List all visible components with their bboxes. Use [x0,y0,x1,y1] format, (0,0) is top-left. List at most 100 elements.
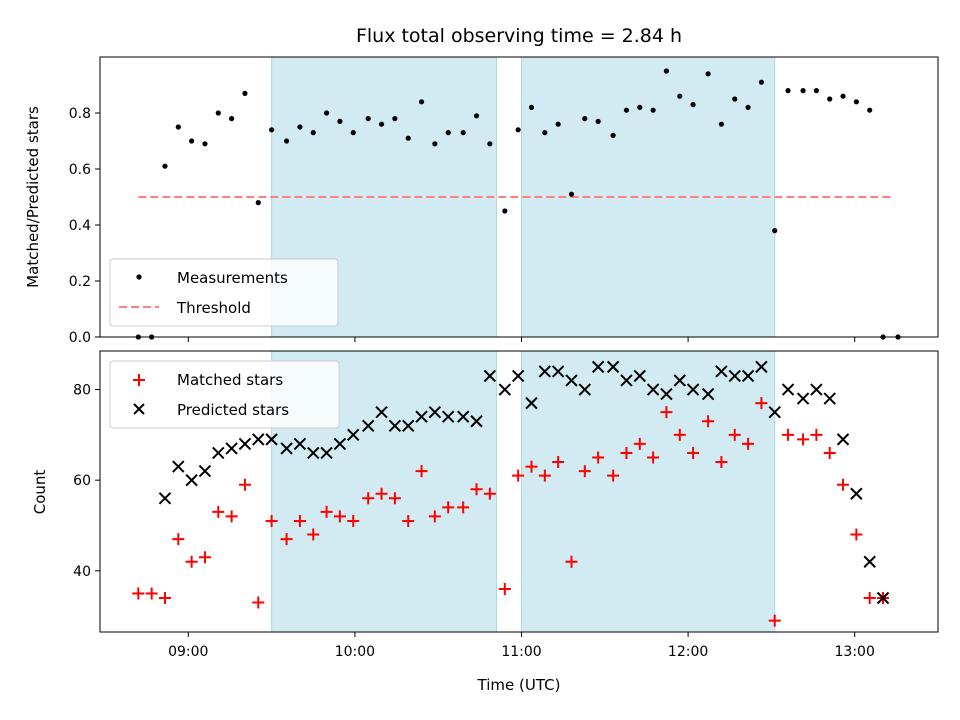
predicted-star-point [606,360,620,374]
top-panel: 0.00.20.40.60.8 Matched/Predicted stars … [24,56,939,346]
measurement-point [460,130,466,136]
predicted-star-point [172,460,185,473]
measurement-point [542,130,548,136]
predicted-star-point [591,360,605,374]
measurement-point [772,228,778,234]
matched-star-point [578,465,591,478]
matched-star-point [307,528,320,541]
matched-star-point [265,514,278,527]
predicted-star-point [333,437,347,451]
measurement-point [487,141,493,147]
predicted-star-point [538,365,552,378]
measurement-point [378,121,385,127]
top-axes-frame [99,56,939,338]
legend-matched-label: Matched stars [177,371,283,389]
bottom-legend: Matched stars Predicted stars [109,360,340,429]
measurement-point [215,110,221,116]
predicted-star-point [158,492,172,505]
legend-matched-marker [133,374,145,386]
x-tick-label: 12:00 [668,644,708,660]
measurement-point [432,141,438,147]
matched-star-point [607,469,620,482]
predicted-star-point [212,446,225,460]
measurement-point [350,130,356,136]
matched-star-point [498,582,511,595]
matched-star-point [755,397,768,410]
top-y-ticks: 0.0 0.2 0.4 0.6 0.8 [69,106,100,346]
matched-star-point [185,555,198,568]
matched-star-point [470,483,483,496]
count-points [132,360,890,627]
top-y-axis-label: Matched/Predicted stars [24,106,42,288]
measurement-point [283,138,290,144]
measurement-point [840,93,846,99]
measurement-point [418,99,425,105]
matched-star-point [238,478,251,491]
measurement-point [690,102,696,108]
predicted-star-point [456,410,470,423]
bottom-spans [271,350,776,633]
matched-star-point [633,437,646,450]
measurement-point [745,104,751,110]
predicted-star-point [225,442,238,455]
measurement-point [677,93,683,99]
matched-star-point [293,514,306,527]
measurement-point [853,99,859,105]
predicted-star-point [238,437,252,451]
predicted-star-point [646,383,660,396]
predicted-star-point [728,369,741,383]
measurement-point [637,104,643,110]
matched-star-point [457,501,470,514]
predicted-star-point [252,433,265,446]
matched-star-point [850,528,863,541]
measurement-point [502,208,508,214]
matched-star-point [512,469,525,482]
measurement-point [732,96,738,102]
predicted-star-point [375,405,388,419]
matched-star-point [702,415,715,428]
matched-star-point [132,587,145,600]
y-tick-label: 40 [73,564,91,580]
predicted-star-point [320,446,333,460]
matched-star-point [158,592,171,605]
bottom-legend-box [109,360,340,429]
x-tick-label: 09:00 [168,644,208,660]
matched-star-point [687,446,700,459]
matched-star-point [320,505,333,518]
matched-star-point [375,487,388,500]
measurement-point [202,141,208,147]
predicted-star-point [402,419,415,432]
bottom-y-ticks: 40 60 80 [73,383,100,580]
predicted-star-point [198,464,212,478]
predicted-star-point [362,419,375,432]
top-legend: Measurements Threshold [109,258,339,327]
predicted-star-point [388,419,402,432]
matched-star-point [333,510,346,523]
measurement-point [813,88,819,94]
matched-star-point [660,406,673,419]
measurement-point [365,116,371,122]
measurement-point [623,107,630,113]
legend-measurements-label: Measurements [177,269,288,287]
matched-star-point [728,428,741,441]
predicted-star-point [620,374,633,387]
matched-star-point [525,460,538,473]
predicted-star-point [415,410,428,423]
measurement-point [827,96,833,102]
matched-star-point [742,437,755,450]
predicted-star-point [551,365,565,378]
y-tick-label: 0.4 [69,218,91,234]
measurement-point [785,88,791,94]
predicted-star-point [265,433,278,446]
bottom-axes-frame [99,350,939,633]
y-tick-label: 0.6 [69,162,91,178]
measurement-point [337,118,343,124]
measurement-point [758,79,765,85]
top-x-ticks [187,337,856,342]
measurement-point [718,121,725,127]
matched-star-point [647,451,660,464]
x-tick-label: 10:00 [335,644,375,660]
measurement-point [255,200,261,206]
predicted-star-point [483,369,497,383]
